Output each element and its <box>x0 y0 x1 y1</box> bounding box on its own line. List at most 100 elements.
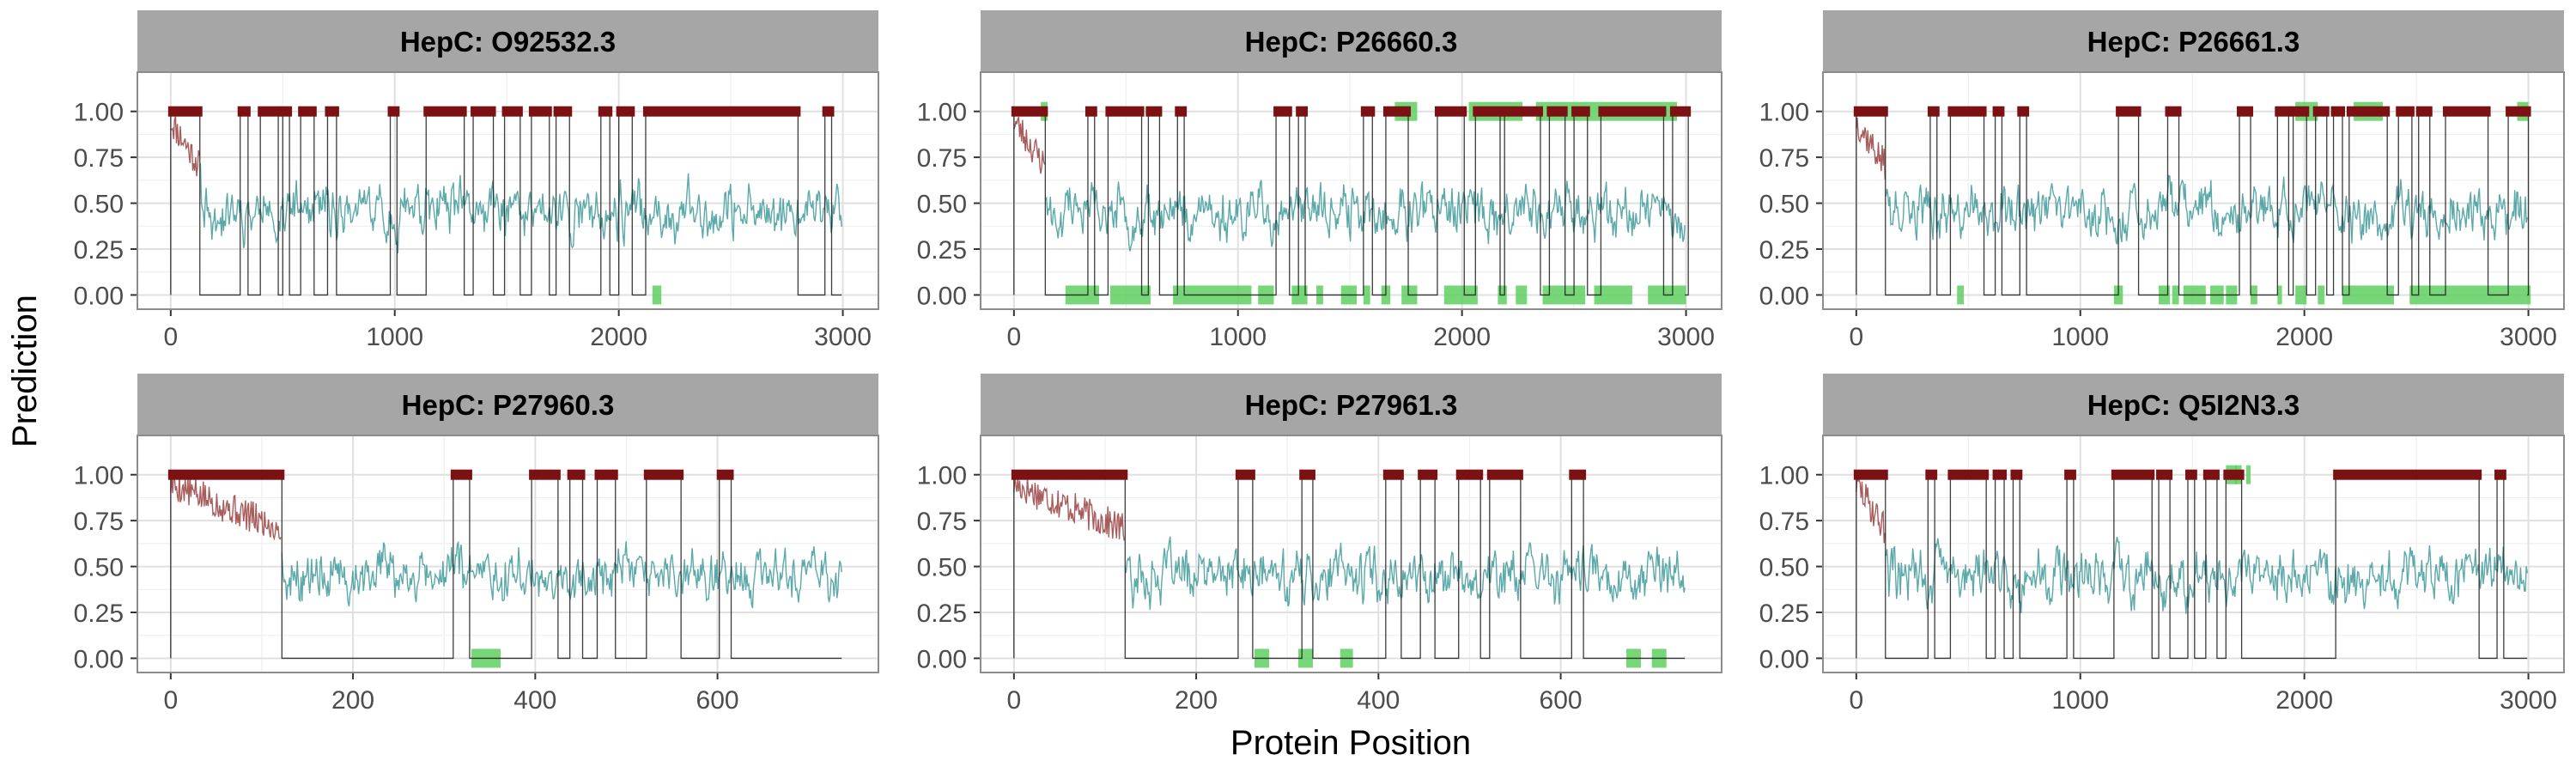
prediction-line-high <box>1856 474 1886 544</box>
y-tick-label: 1.00 <box>74 99 124 127</box>
predicted-epitope-segment <box>2275 106 2292 117</box>
predicted-epitope-segment <box>471 106 496 117</box>
predicted-epitope-segment <box>2346 106 2391 117</box>
facet-strip-title: HepC: P26660.3 <box>1245 26 1458 58</box>
y-tick-label: 0.25 <box>74 236 124 265</box>
predicted-epitope-segment <box>642 106 801 117</box>
facet-panel: HepC: O92532.3 0.00 0.25 0.50 0.75 1.00 0 1000 2… <box>74 10 879 351</box>
predicted-epitope-segment <box>2111 469 2155 480</box>
predicted-epitope-segment <box>2116 106 2142 117</box>
x-tick-label: 2000 <box>2275 323 2333 351</box>
x-tick-label: 1000 <box>366 323 423 351</box>
x-tick-label: 200 <box>331 686 374 715</box>
known-epitope-segment <box>1110 285 1151 305</box>
x-tick-label: 1000 <box>2051 686 2109 715</box>
facet-strip <box>981 10 1722 72</box>
predicted-epitope-segment <box>2010 469 2023 480</box>
predicted-epitope-segment <box>1296 106 1309 117</box>
y-tick-label: 1.00 <box>1759 99 1809 127</box>
facet-strip-title: HepC: P27961.3 <box>1245 389 1458 421</box>
predicted-epitope-segment <box>1473 106 1504 117</box>
predicted-epitope-segment <box>553 106 573 117</box>
y-axis-title: Prediction <box>6 295 44 447</box>
x-tick-label: 600 <box>1540 686 1583 715</box>
known-epitope-segment <box>2172 285 2179 305</box>
predicted-epitope-segment <box>2223 469 2245 480</box>
predicted-epitope-segment <box>1669 106 1692 117</box>
x-tick-label: 200 <box>1175 686 1218 715</box>
predicted-epitope-segment <box>1235 469 1255 480</box>
known-epitope-segment <box>1957 285 1965 305</box>
y-tick-label: 0.00 <box>74 282 124 310</box>
x-tick-label: 1000 <box>2051 323 2109 351</box>
predicted-epitope-segment <box>643 469 684 480</box>
predicted-epitope-segment <box>1455 469 1484 480</box>
predicted-epitope-segment <box>1299 469 1315 480</box>
facet-strip <box>1823 10 2564 72</box>
predicted-epitope-segment <box>822 106 835 117</box>
predicted-epitope-segment <box>2236 106 2254 117</box>
predicted-epitope-segment <box>594 469 618 480</box>
panel-border <box>137 435 879 673</box>
predicted-epitope-segment <box>280 106 293 117</box>
x-tick-label: 3000 <box>2500 323 2557 351</box>
x-tick-label: 0 <box>163 323 178 351</box>
predicted-epitope-segment <box>423 106 467 117</box>
prediction-line-high <box>1013 474 1125 541</box>
prediction-line-high <box>170 474 282 541</box>
facet-strip <box>137 10 878 72</box>
predicted-epitope-segment <box>1947 469 1990 480</box>
predicted-epitope-segment <box>1105 106 1145 117</box>
predicted-epitope-segment <box>1273 106 1292 117</box>
predicted-epitope-segment <box>387 106 400 117</box>
facet-panel: HepC: Q5I2N3.3 0.00 0.25 0.50 0.75 1.00 0 1000 2… <box>1759 374 2565 715</box>
known-epitope-segment <box>2409 285 2531 305</box>
facet-strip-title: HepC: O92532.3 <box>400 26 616 58</box>
predicted-epitope-segment <box>1418 469 1438 480</box>
known-epitope-segment <box>1363 285 1370 305</box>
y-tick-label: 1.00 <box>917 99 967 127</box>
x-tick-label: 2000 <box>2275 686 2333 715</box>
x-tick-label: 0 <box>1006 323 1021 351</box>
predicted-epitope-segment <box>2156 469 2173 480</box>
y-tick-label: 0.00 <box>74 645 124 673</box>
known-epitope-segment <box>652 285 662 305</box>
prediction-line <box>199 163 842 253</box>
y-tick-label: 0.50 <box>1759 554 1809 582</box>
predicted-epitope-segment <box>325 106 339 117</box>
prediction-line-high <box>1013 117 1046 174</box>
y-tick-label: 0.00 <box>1759 645 1809 673</box>
predicted-epitope-segment <box>2396 106 2415 117</box>
prediction-line <box>1045 180 1686 252</box>
y-tick-label: 0.50 <box>74 191 124 219</box>
predicted-epitope-segment <box>1992 469 2008 480</box>
predicted-epitope-segment <box>2330 106 2346 117</box>
predicted-epitope-segment <box>1434 106 1467 117</box>
y-tick-label: 0.75 <box>74 144 124 173</box>
y-tick-label: 0.75 <box>1759 144 1809 173</box>
y-tick-label: 0.50 <box>917 554 967 582</box>
facet-strip <box>137 374 878 435</box>
predicted-epitope-segment <box>2017 106 2030 117</box>
known-epitope-segment <box>2318 285 2325 305</box>
y-tick-label: 0.75 <box>74 508 124 536</box>
y-tick-label: 0.00 <box>1759 282 1809 310</box>
y-tick-label: 1.00 <box>74 462 124 490</box>
predicted-epitope-segment <box>1011 106 1048 117</box>
y-tick-label: 0.00 <box>917 282 967 310</box>
predicted-epitope-segment <box>2290 106 2310 117</box>
predicted-epitope-segment <box>1360 106 1376 117</box>
x-tick-label: 1000 <box>1209 323 1267 351</box>
predicted-epitope-segment <box>567 469 586 480</box>
predicted-epitope-segment <box>2333 469 2482 480</box>
x-tick-label: 400 <box>1357 686 1400 715</box>
predicted-epitope-segment <box>501 106 523 117</box>
predicted-epitope-segment <box>1382 469 1404 480</box>
x-axis-title: Protein Position <box>1230 724 1471 762</box>
predicted-epitope-segment <box>2184 469 2197 480</box>
y-tick-label: 0.50 <box>74 554 124 582</box>
y-tick-label: 0.25 <box>1759 600 1809 628</box>
facet-panel: HepC: P27961.3 0.00 0.25 0.50 0.75 1.00 0 200 40… <box>917 374 1722 715</box>
panel-border <box>980 435 1722 673</box>
x-tick-label: 600 <box>696 686 739 715</box>
